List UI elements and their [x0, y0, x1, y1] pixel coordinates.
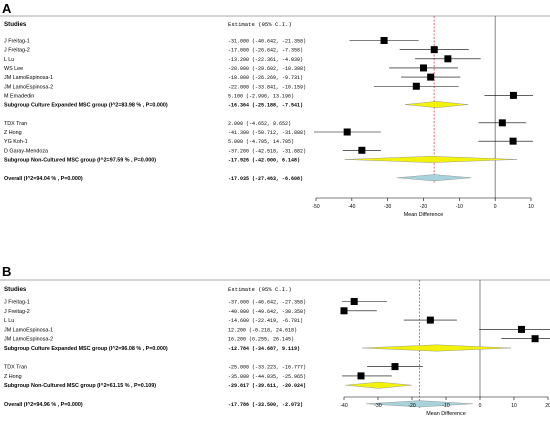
study-label: J Freitag-2 — [4, 309, 30, 315]
overall-diamond — [366, 400, 473, 408]
estimate-text: 12.200 (-0.218, 24.618) — [228, 327, 297, 333]
study-label: JM LamoEspinosa-1 — [4, 75, 53, 81]
estimate-square — [498, 119, 506, 127]
x-tick-label: -30 — [374, 403, 381, 409]
study-label: JM LamoEspinosa-1 — [4, 327, 53, 333]
subgroup-label: Subgroup Non-Cultured MSC group (I^2=97.… — [4, 157, 156, 163]
overall-diamond — [396, 174, 472, 182]
study-label: TDX Tran — [4, 121, 27, 127]
estimate-header: Estimate (95% C.I.) — [228, 286, 292, 293]
study-label: J Freitag-1 — [4, 300, 30, 306]
estimate-text: -18.000 (-26.269, -9.731) — [228, 75, 303, 81]
estimate-text: -31.000 (-40.642, -21.358) — [228, 39, 306, 45]
estimate-square — [412, 82, 420, 90]
estimate-square — [340, 307, 348, 315]
estimate-text: -37.200 (-42.518, -31.882) — [228, 148, 306, 154]
estimate-text: -37.000 (-46.642, -27.358) — [228, 300, 306, 306]
estimate-square — [430, 46, 438, 54]
studies-header: Studies — [4, 286, 27, 293]
x-tick-label: -50 — [312, 204, 319, 210]
study-label: Z Hong — [4, 130, 22, 136]
estimate-square — [531, 335, 539, 343]
estimate-text: 2.000 (-4.652, 8.652) — [228, 121, 291, 127]
estimate-text: -29.817 (-39.611, -20.024) — [228, 383, 306, 389]
subgroup-label: Subgroup Culture Expanded MSC group (I^2… — [4, 103, 168, 109]
estimate-text: -40.000 (-49.642, -30.358) — [228, 309, 306, 315]
study-label: J Freitag-2 — [4, 48, 30, 54]
panel-a: A Studies Estimate (95% C.I.) J Freitag-1 -3… — [0, 1, 550, 218]
estimate-square — [343, 128, 351, 136]
estimate-text: -17.926 (-42.000, 6.148) — [228, 157, 300, 163]
estimate-square — [509, 137, 517, 145]
estimate-text: -17.000 (-26.642, -7.358) — [228, 48, 303, 54]
estimate-text: -14.600 (-22.419, -6.781) — [228, 318, 303, 324]
estimate-square — [380, 37, 388, 44]
study-label: JM LamoEspinosa-2 — [4, 84, 53, 90]
estimate-text: 16.200 (6.255, 26.145) — [228, 337, 294, 343]
study-label: YG Koh-1 — [4, 139, 28, 145]
x-axis-label: Mean Difference — [404, 212, 443, 218]
study-label: TDX Tran — [4, 365, 27, 371]
subgroup-diamond — [362, 344, 512, 352]
study-label: L Lu — [4, 57, 14, 63]
estimate-header: Estimate (95% C.I.) — [228, 21, 292, 28]
x-tick-label: 0 — [494, 204, 497, 210]
estimate-square — [420, 64, 427, 72]
estimate-square — [357, 372, 365, 380]
study-label: D Garay-Mendoza — [4, 148, 48, 154]
x-tick-label: -30 — [384, 204, 391, 210]
x-tick-label: -10 — [442, 403, 449, 409]
estimate-text: -41.300 (-50.712, -31.888) — [228, 130, 306, 136]
estimate-text: -25.000 (-33.223, -16.777) — [228, 365, 306, 371]
subgroup-diamond — [345, 381, 412, 389]
estimate-text: -17.035 (-27.463, -6.608) — [228, 176, 303, 182]
estimate-text: -20.000 (-29.602, -10.398) — [228, 66, 306, 72]
estimate-text: 5.100 (-2.996, 13.196) — [228, 93, 294, 99]
x-tick-label: -40 — [340, 403, 347, 409]
estimate-square — [391, 363, 399, 371]
estimate-text: 5.000 (-4.705, 14.705) — [228, 139, 294, 145]
study-label: JM LamoEspinosa-2 — [4, 337, 53, 343]
subgroup-diamond — [344, 156, 518, 163]
x-tick-label: -10 — [456, 204, 463, 210]
estimate-text: -35.000 (-44.035, -25.965) — [228, 374, 306, 380]
study-label: M Emadedin — [4, 93, 34, 99]
estimate-square — [350, 298, 358, 305]
estimate-square — [509, 91, 517, 99]
estimate-text: -16.364 (-25.188, -7.541) — [228, 103, 303, 109]
estimate-square — [426, 316, 434, 324]
subgroup-label: Subgroup Culture Expanded MSC group (I^2… — [4, 346, 168, 352]
study-label: J Freitag-1 — [4, 39, 30, 45]
x-tick-label: -20 — [420, 204, 427, 210]
x-tick-label: 10 — [511, 403, 517, 409]
panel-letter: B — [2, 264, 11, 279]
x-tick-label: 0 — [479, 403, 482, 409]
study-label: WS Lee — [4, 66, 23, 72]
subgroup-diamond — [404, 101, 469, 108]
estimate-text: -22.000 (-33.841, -10.159) — [228, 84, 306, 90]
x-tick-label: 10 — [528, 204, 534, 210]
estimate-text: -12.784 (-34.687, 9.119) — [228, 346, 300, 352]
subgroup-label: Subgroup Non-Cultured MSC group (I^2=61.… — [4, 383, 156, 389]
study-label: Z Hong — [4, 374, 22, 380]
overall-label: Overall (I^2=94.04 % , P=0.000) — [4, 176, 83, 182]
estimate-text: -13.200 (-22.361, -4.039) — [228, 57, 303, 63]
estimate-square — [517, 325, 525, 333]
x-axis-label: Mean Difference — [426, 411, 465, 417]
panel-b: B Studies Estimate (95% C.I.) J Freitag-1 -3… — [0, 264, 550, 417]
x-tick-label: -20 — [408, 403, 415, 409]
estimate-square — [358, 146, 366, 154]
studies-header: Studies — [4, 21, 27, 28]
estimate-square — [444, 55, 452, 63]
x-tick-label: 20 — [545, 403, 550, 409]
panel-letter: A — [2, 1, 12, 16]
x-tick-label: -40 — [348, 204, 355, 210]
overall-label: Overall (I^2=94.96 % , P=0.000) — [4, 402, 83, 408]
estimate-square — [427, 73, 435, 81]
study-label: L Lu — [4, 318, 14, 324]
estimate-text: -17.786 (-33.500, -2.073) — [228, 402, 303, 408]
